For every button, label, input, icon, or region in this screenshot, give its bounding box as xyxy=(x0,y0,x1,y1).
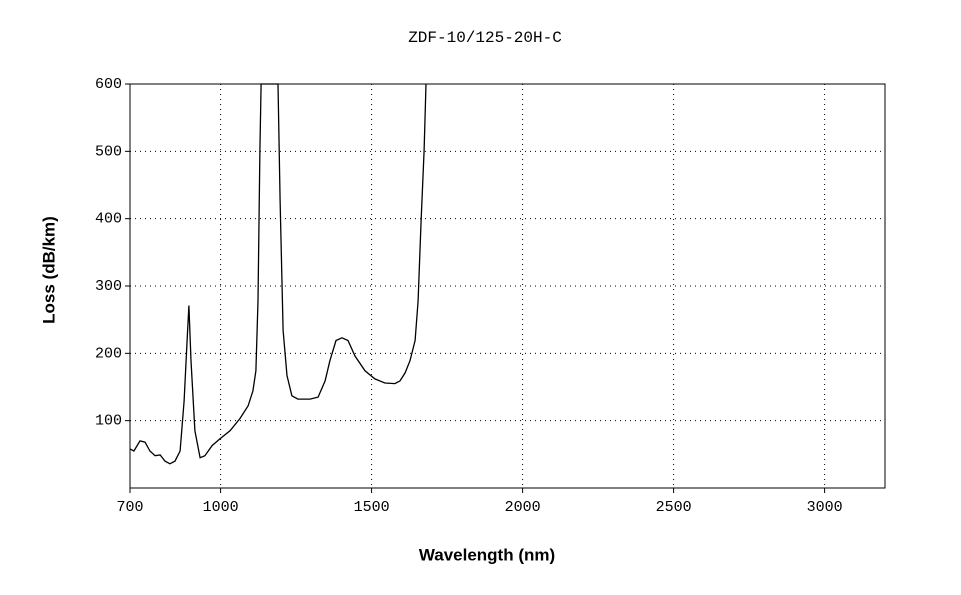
y-tick-label: 100 xyxy=(95,413,122,430)
y-tick-label: 500 xyxy=(95,143,122,160)
y-tick-label: 400 xyxy=(95,211,122,228)
x-tick-label: 3000 xyxy=(807,499,843,516)
y-axis-label: Loss (dB/km) xyxy=(39,216,58,324)
y-tick-label: 600 xyxy=(95,76,122,93)
x-tick-label: 1500 xyxy=(354,499,390,516)
plot-frame xyxy=(129,83,886,489)
x-tick-label: 1000 xyxy=(203,499,239,516)
x-tick-label: 2000 xyxy=(505,499,541,516)
x-tick-label: 2500 xyxy=(656,499,692,516)
x-axis-label: Wavelength (nm) xyxy=(419,545,555,564)
chart-title: ZDF-10/125-20H-C xyxy=(408,29,562,47)
y-tick-label: 200 xyxy=(95,345,122,362)
x-tick-label: 700 xyxy=(116,499,143,516)
y-tick-label: 300 xyxy=(95,278,122,295)
data-line xyxy=(129,83,427,465)
